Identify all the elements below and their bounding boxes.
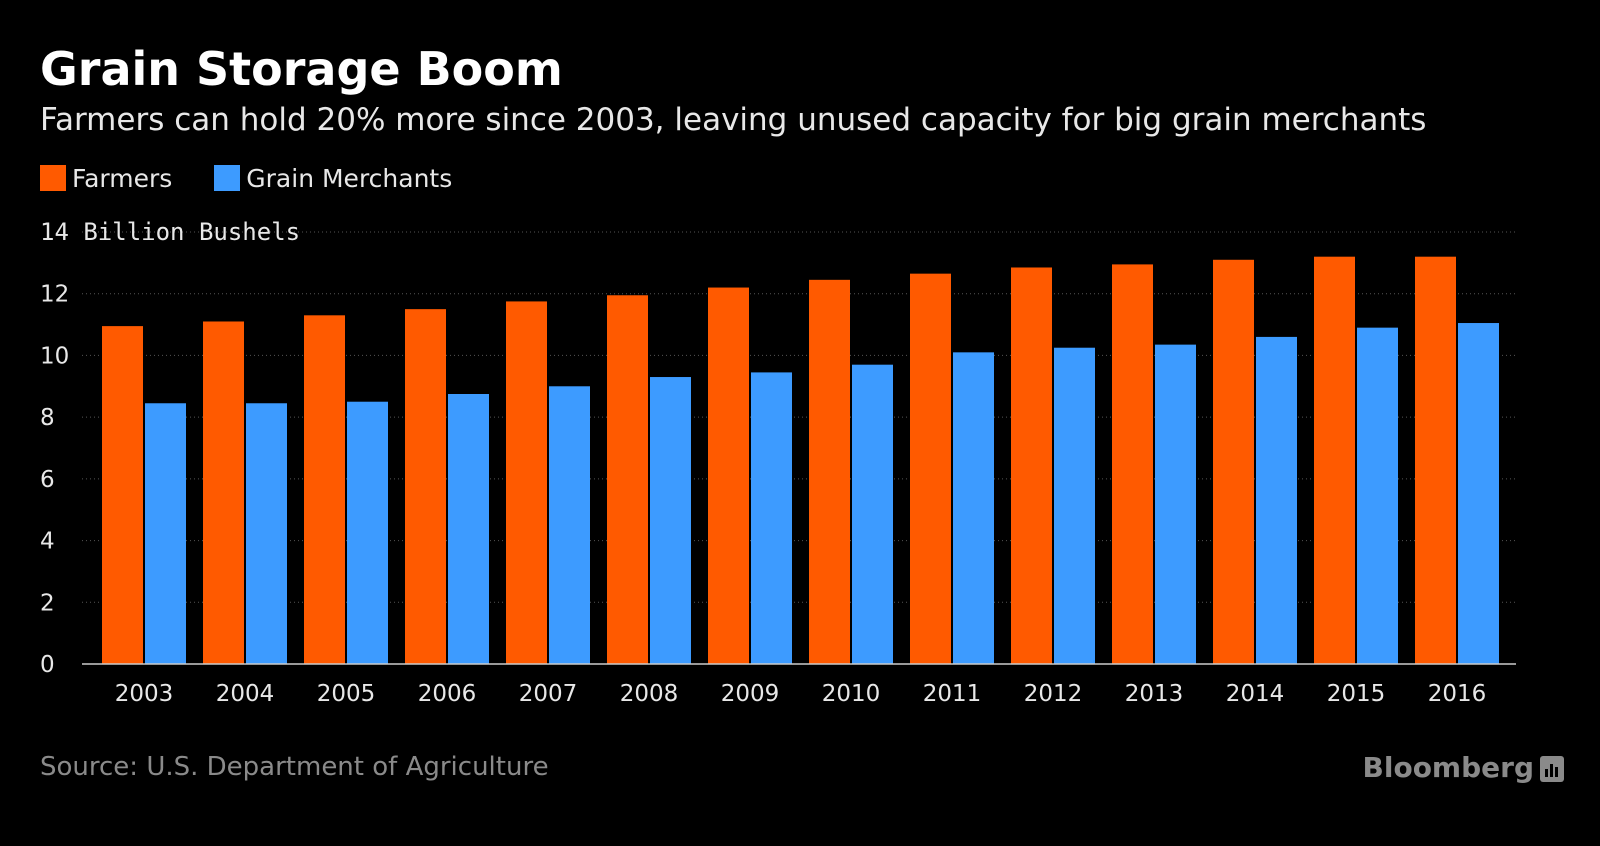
chart-subtitle: Farmers can hold 20% more since 2003, le… [40, 102, 1427, 138]
bar-farmers-2013 [1112, 264, 1153, 664]
bar-farmers-2009 [708, 287, 749, 664]
bar-farmers-2010 [809, 279, 850, 664]
x-tick-label: 2005 [317, 681, 376, 707]
bar-farmers-2015 [1314, 256, 1355, 664]
bar-farmers-2008 [607, 295, 648, 664]
x-tick-label: 2010 [822, 681, 881, 707]
bars [102, 256, 1499, 664]
gridlines [82, 231, 1516, 603]
bar-farmers-2005 [304, 315, 345, 664]
bar-grain-merchants-2015 [1357, 327, 1398, 664]
bar-grain-merchants-2006 [448, 394, 489, 664]
chart-legend: Farmers Grain Merchants [40, 163, 494, 193]
bar-farmers-2012 [1011, 267, 1052, 664]
bar-grain-merchants-2003 [145, 403, 186, 664]
y-tick-label: 10 [40, 343, 69, 369]
x-tick-label: 2012 [1024, 681, 1083, 707]
bar-grain-merchants-2007 [549, 386, 590, 664]
legend-label-farmers: Farmers [72, 163, 173, 193]
x-tick-label: 2006 [418, 681, 477, 707]
bar-farmers-2011 [910, 273, 951, 664]
legend-swatch-grain-merchants [214, 165, 241, 191]
bar-grain-merchants-2013 [1155, 344, 1196, 664]
bar-farmers-2006 [405, 309, 446, 664]
bar-farmers-2016 [1415, 256, 1456, 664]
x-tick-label: 2011 [923, 681, 982, 707]
bar-grain-merchants-2004 [246, 403, 287, 664]
x-tick-label: 2016 [1428, 681, 1487, 707]
legend-label-grain-merchants: Grain Merchants [246, 163, 453, 193]
x-tick-label: 2007 [519, 681, 578, 707]
bar-farmers-2014 [1213, 259, 1254, 664]
bar-grain-merchants-2005 [347, 401, 388, 664]
y-tick-label: 2 [40, 590, 55, 616]
legend-swatch-farmers [40, 165, 66, 191]
y-tick-label: 0 [40, 652, 55, 678]
bar-grain-merchants-2008 [650, 377, 691, 664]
bar-farmers-2003 [102, 326, 143, 664]
bar-grain-merchants-2014 [1256, 336, 1297, 664]
legend-item-farmers: Farmers [40, 164, 172, 193]
x-tick-label: 2015 [1327, 681, 1386, 707]
bar-farmers-2004 [203, 321, 244, 664]
legend-item-grain-merchants: Grain Merchants [214, 164, 452, 193]
bar-farmers-2007 [506, 301, 547, 664]
bar-grain-merchants-2010 [852, 364, 893, 664]
bar-grain-merchants-2012 [1054, 347, 1095, 664]
brand-logo: Bloomberg [1362, 751, 1534, 784]
bloomberg-terminal-icon [1540, 756, 1564, 782]
chart-title: Grain Storage Boom [40, 42, 563, 96]
y-tick-label: 4 [40, 529, 55, 555]
x-tick-label: 2003 [115, 681, 174, 707]
bar-grain-merchants-2009 [751, 372, 792, 664]
source-note: Source: U.S. Department of Agriculture [40, 752, 549, 782]
y-tick-label: 6 [40, 467, 55, 493]
bar-grain-merchants-2016 [1458, 323, 1499, 664]
x-tick-label: 2014 [1226, 681, 1285, 707]
y-tick-label: 14 Billion Bushels [40, 218, 300, 246]
axes: 0 2 4 6 8 10 12 14 Billion Bushels 2003 2004 2005 2… [40, 218, 1516, 707]
y-tick-label: 8 [40, 405, 55, 431]
x-tick-label: 2004 [216, 681, 275, 707]
bar-chart: 0 2 4 6 8 10 12 14 Billion Bushels 2003 2004 2005 2… [40, 218, 1516, 707]
x-tick-label: 2009 [721, 681, 780, 707]
bar-grain-merchants-2011 [953, 352, 994, 664]
y-tick-label: 12 [40, 282, 69, 308]
x-tick-label: 2008 [620, 681, 679, 707]
x-tick-label: 2013 [1125, 681, 1184, 707]
